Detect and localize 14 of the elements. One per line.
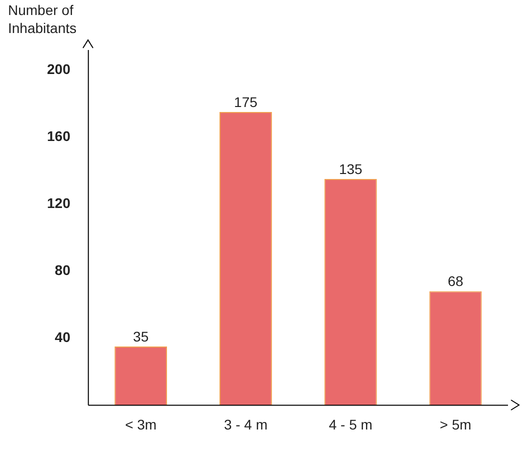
x-tick-label: 4 - 5 m [328, 416, 372, 432]
y-axis-title: Number of Inhabitants [8, 2, 76, 36]
x-tick-label: 3 - 4 m [224, 416, 268, 432]
y-tick-label: 160 [47, 128, 71, 144]
x-tick-label: > 5m [440, 416, 472, 432]
x-tick-label: < 3m [125, 416, 157, 432]
data-label: 175 [234, 94, 258, 110]
data-label: 35 [133, 328, 149, 344]
y-tick-label: 200 [47, 60, 71, 77]
data-label: 135 [338, 160, 363, 177]
y-tick-label: 120 [47, 195, 71, 212]
data-label: 68 [448, 273, 464, 290]
y-tick-label: 80 [54, 262, 71, 278]
y-tick-label: 40 [54, 329, 71, 346]
